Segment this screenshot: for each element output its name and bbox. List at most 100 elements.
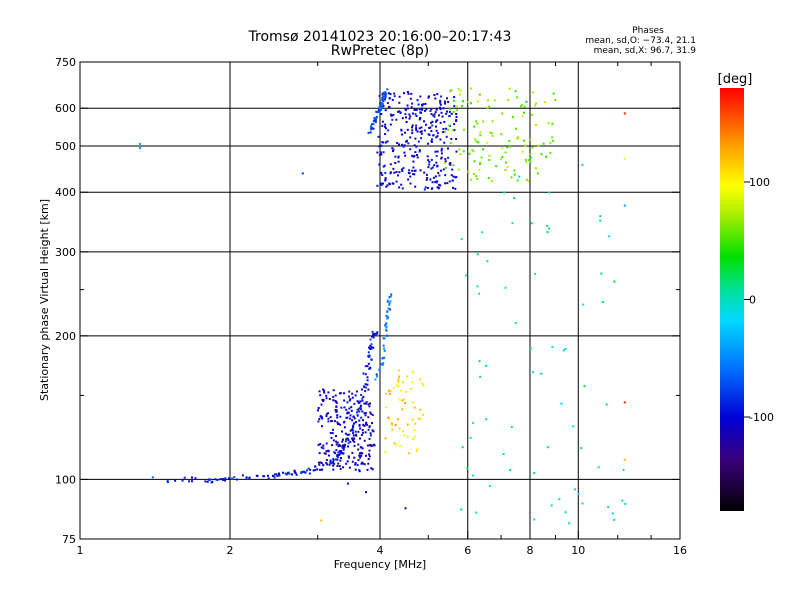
echo-point	[359, 400, 362, 403]
echo-point	[380, 106, 383, 109]
echo-point	[364, 383, 367, 386]
echo-point	[423, 120, 425, 123]
echo-point	[414, 185, 417, 188]
echo-point	[369, 338, 372, 341]
echo-point	[415, 129, 418, 131]
echo-point	[380, 113, 383, 115]
echo-point	[525, 161, 528, 164]
echo-point	[435, 155, 438, 157]
echo-point	[214, 478, 217, 481]
echo-point	[530, 113, 533, 116]
echo-point	[368, 346, 370, 349]
echo-point	[389, 171, 392, 174]
echo-point	[451, 179, 454, 182]
echo-point	[369, 412, 372, 415]
echo-point	[403, 434, 406, 437]
echo-point	[404, 402, 406, 404]
echo-point	[516, 179, 519, 182]
echo-point	[623, 401, 626, 404]
echo-point	[166, 480, 169, 483]
echo-point	[405, 116, 407, 119]
echo-point	[366, 468, 369, 471]
echo-point	[455, 105, 458, 108]
echo-point	[364, 390, 367, 393]
echo-point	[450, 137, 453, 140]
echo-point	[338, 454, 341, 457]
echo-point	[368, 367, 371, 370]
echo-point	[394, 162, 397, 164]
echo-point	[364, 414, 367, 417]
echo-point	[307, 467, 310, 470]
echo-point	[408, 113, 411, 116]
echo-point	[188, 480, 191, 483]
echo-point	[502, 453, 505, 455]
echo-point	[358, 410, 361, 413]
y-tick-label: 300	[55, 246, 76, 259]
grid-lines	[80, 62, 680, 539]
echo-point	[267, 474, 269, 477]
echo-point	[245, 477, 248, 480]
echo-point	[364, 412, 367, 414]
echo-point	[411, 126, 413, 129]
echo-point	[457, 87, 460, 90]
echo-point	[329, 432, 332, 434]
echo-point	[414, 137, 417, 140]
echo-point	[395, 443, 398, 446]
echo-point	[366, 423, 368, 426]
echo-point	[285, 473, 288, 476]
echo-point	[468, 152, 471, 155]
echo-point	[373, 119, 376, 122]
echo-point	[384, 96, 387, 99]
echo-point	[621, 499, 624, 502]
echo-point	[415, 124, 418, 127]
echo-point	[439, 101, 442, 104]
echo-point	[409, 136, 412, 139]
echo-point	[282, 471, 284, 474]
echo-point	[421, 382, 424, 385]
echo-point	[367, 388, 370, 391]
echo-point	[353, 437, 356, 440]
echo-point	[339, 415, 342, 418]
echo-point	[500, 133, 503, 136]
echo-point	[409, 182, 412, 185]
echo-point	[327, 454, 330, 457]
echo-point	[465, 274, 468, 277]
echo-point	[452, 186, 454, 189]
echo-point	[419, 108, 422, 111]
echo-point	[346, 437, 349, 440]
echo-point	[564, 511, 567, 514]
echo-point	[317, 443, 320, 446]
echo-point	[525, 100, 528, 103]
echo-point	[382, 104, 385, 107]
echo-point	[383, 94, 385, 97]
echo-point	[411, 124, 414, 127]
echo-point	[334, 394, 337, 397]
echo-point	[327, 449, 330, 452]
echo-point	[376, 332, 379, 335]
echo-point	[551, 346, 554, 348]
echo-point	[366, 365, 369, 368]
y-tick-label: 75	[62, 533, 76, 546]
echo-point	[414, 422, 417, 425]
echo-point	[343, 399, 346, 402]
echo-point	[533, 472, 536, 474]
echo-point	[398, 369, 400, 372]
echo-point	[389, 113, 392, 116]
echo-point	[416, 98, 419, 101]
echo-point	[204, 480, 207, 483]
echo-point	[397, 378, 400, 381]
echo-point	[479, 131, 482, 134]
echo-point	[440, 169, 442, 172]
echo-point	[581, 502, 584, 505]
echo-point	[435, 136, 438, 139]
echo-point	[274, 473, 276, 476]
y-tick-label: 500	[55, 140, 76, 153]
echo-point	[376, 375, 379, 378]
echo-point	[356, 411, 359, 414]
echo-point	[374, 117, 377, 120]
echo-point	[398, 95, 401, 98]
echo-point	[447, 147, 449, 150]
echo-point	[572, 425, 575, 428]
echo-point	[367, 416, 370, 419]
